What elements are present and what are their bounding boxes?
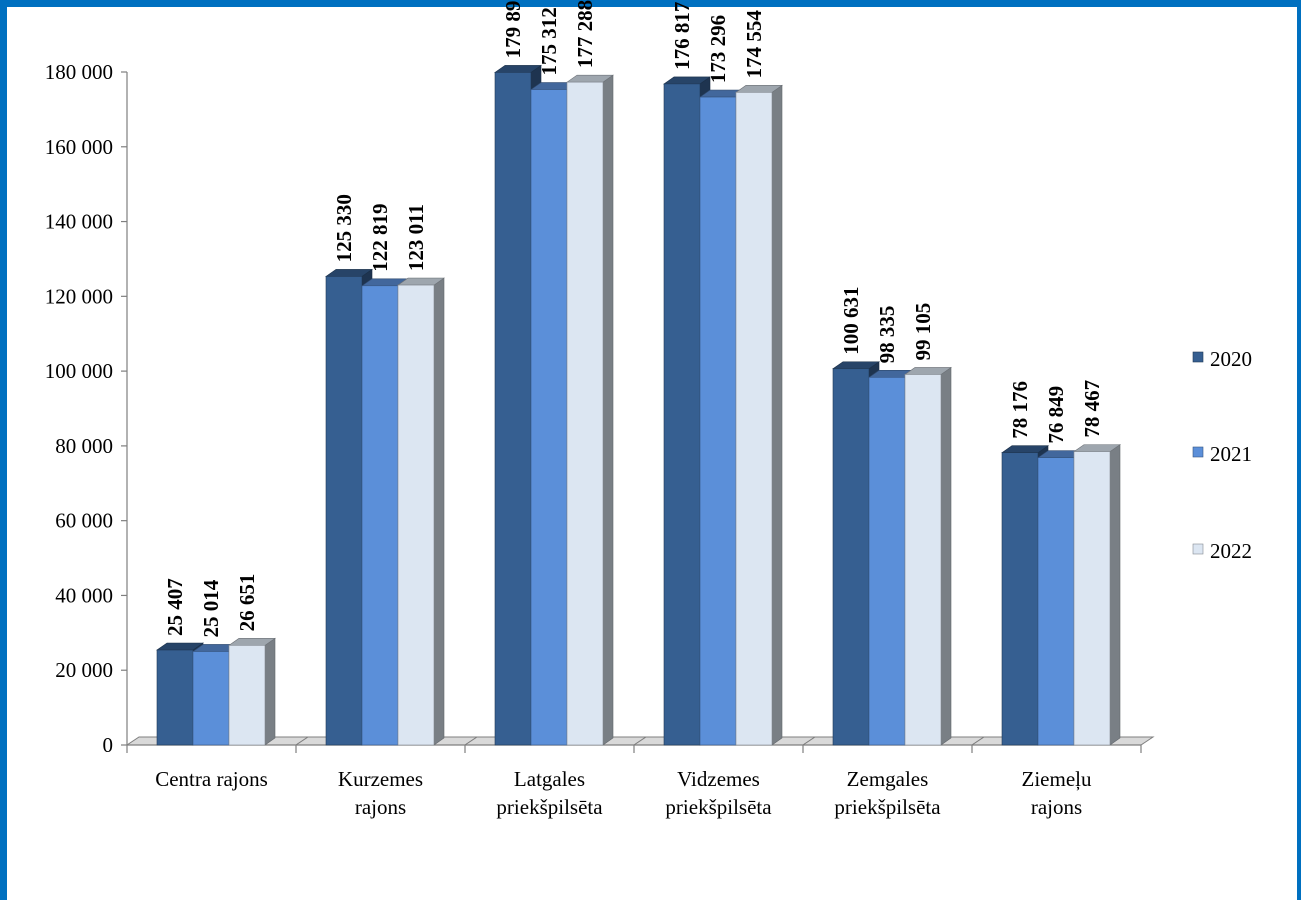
category-label: Kurzemes — [338, 767, 423, 791]
bar-side — [433, 277, 445, 746]
data-label: 123 011 — [404, 204, 428, 271]
y-tick-label: 80 000 — [55, 434, 113, 458]
legend-swatch — [1192, 351, 1204, 363]
bar — [832, 368, 870, 746]
category-label: Latgales — [514, 767, 585, 791]
bar — [699, 96, 737, 746]
bar — [1073, 451, 1111, 746]
y-tick-label: 60 000 — [55, 509, 113, 533]
y-tick-label: 120 000 — [45, 284, 113, 308]
bar — [156, 649, 194, 746]
data-label: 78 176 — [1008, 381, 1032, 439]
y-tick-label: 160 000 — [45, 135, 113, 159]
data-label: 26 651 — [235, 574, 259, 632]
bar — [192, 651, 230, 746]
data-label: 25 014 — [199, 579, 223, 637]
category-label: rajons — [1031, 795, 1082, 819]
category-label: Ziemeļu — [1022, 767, 1092, 791]
category-label: priekšpilsēta — [834, 795, 941, 819]
data-label: 179 892 — [501, 0, 525, 58]
data-label: 100 631 — [839, 287, 863, 355]
data-label: 99 105 — [911, 303, 935, 361]
bar — [1037, 457, 1075, 746]
bar — [663, 83, 701, 746]
bar — [904, 374, 942, 746]
data-label: 25 407 — [163, 578, 187, 636]
bar-side — [771, 84, 783, 746]
bar-side — [264, 637, 276, 746]
bar-side — [1109, 444, 1121, 746]
category-label: rajons — [355, 795, 406, 819]
data-label: 175 312 — [537, 7, 561, 75]
category-label: Centra rajons — [155, 767, 268, 791]
legend-swatch — [1192, 446, 1204, 458]
category-label: Vidzemes — [677, 767, 760, 791]
data-label: 174 554 — [742, 10, 766, 79]
y-tick-label: 180 000 — [45, 60, 113, 84]
bar — [494, 72, 532, 746]
y-tick-label: 20 000 — [55, 658, 113, 682]
category-label: priekšpilsēta — [496, 795, 603, 819]
legend-label: 2022 — [1210, 539, 1252, 563]
bar — [530, 89, 568, 746]
y-tick-label: 40 000 — [55, 583, 113, 607]
y-tick-label: 140 000 — [45, 210, 113, 234]
bar-side — [602, 74, 614, 746]
legend-label: 2020 — [1210, 347, 1252, 371]
data-label: 173 296 — [706, 15, 730, 83]
y-tick-label: 100 000 — [45, 359, 113, 383]
bar — [868, 377, 906, 746]
bar — [566, 81, 604, 746]
category-label: Zemgales — [847, 767, 929, 791]
bar — [361, 285, 399, 746]
data-label: 125 330 — [332, 194, 356, 262]
legend-swatch — [1192, 543, 1204, 555]
data-label: 78 467 — [1080, 380, 1104, 438]
bar — [397, 284, 435, 746]
data-label: 176 817 — [670, 2, 694, 70]
bar — [325, 276, 363, 746]
data-label: 76 849 — [1044, 386, 1068, 444]
data-label: 98 335 — [875, 306, 899, 364]
y-tick-label: 0 — [103, 733, 114, 757]
bar — [228, 645, 266, 746]
category-label: priekšpilsēta — [665, 795, 772, 819]
bar-side — [940, 366, 952, 746]
bar — [1001, 452, 1039, 746]
legend-label: 2021 — [1210, 442, 1252, 466]
data-label: 177 288 — [573, 0, 597, 68]
bar — [735, 92, 773, 746]
data-label: 122 819 — [368, 204, 392, 272]
